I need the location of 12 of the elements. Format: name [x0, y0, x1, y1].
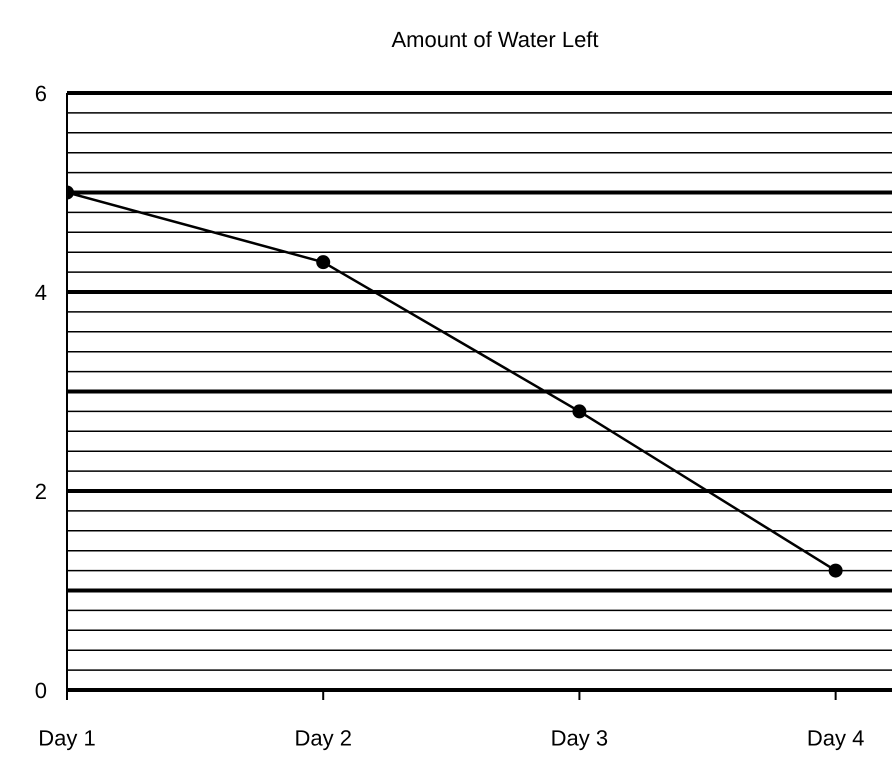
- y-tick-label: 4: [34, 280, 47, 305]
- y-tick-label: 6: [34, 80, 47, 106]
- x-tick-label: Day 1: [38, 726, 96, 751]
- x-tick-label: Day 2: [294, 726, 352, 751]
- point: [316, 255, 330, 270]
- y-tick-label: 2: [34, 478, 47, 504]
- y-tick-label: 0: [34, 678, 47, 703]
- point: [572, 404, 586, 418]
- x-tick-label: Day 3: [550, 726, 608, 751]
- x-tick-label: Day 4: [806, 726, 864, 751]
- point: [828, 564, 843, 578]
- chart-title: Amount of Water Left: [390, 26, 600, 54]
